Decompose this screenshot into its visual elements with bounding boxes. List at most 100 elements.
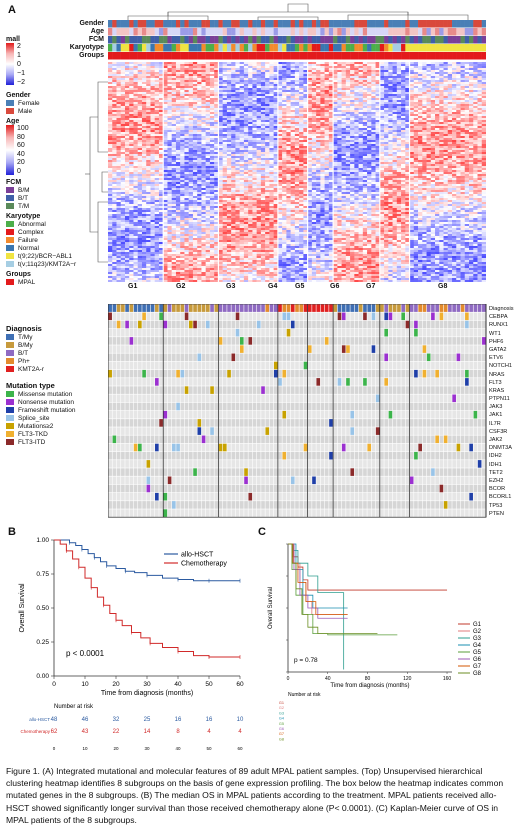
annotation-cell xyxy=(116,20,121,28)
heatmap-cell xyxy=(150,86,155,89)
heatmap-cell xyxy=(243,100,249,103)
heatmap-cell xyxy=(252,118,257,121)
heatmap-cell xyxy=(418,88,423,91)
heatmap-cell xyxy=(197,88,202,91)
heatmap-cell xyxy=(316,124,321,127)
heatmap-cell xyxy=(158,64,164,67)
heatmap-cell xyxy=(163,102,168,105)
heatmap-cell xyxy=(124,98,130,101)
annotation-cell xyxy=(282,52,287,60)
annotation-cell xyxy=(265,20,270,28)
heatmap-cell xyxy=(473,72,478,75)
heatmap-cell xyxy=(333,118,338,121)
annotation-cell xyxy=(133,20,138,28)
heatmap-cell xyxy=(418,158,423,161)
heatmap-cell xyxy=(239,156,245,159)
heatmap-cell xyxy=(375,84,381,87)
heatmap-cell xyxy=(362,88,368,91)
heatmap-cell xyxy=(316,78,321,81)
heatmap-cell xyxy=(226,114,232,117)
heatmap-cell xyxy=(375,76,381,79)
heatmap-cell xyxy=(422,80,427,83)
heatmap-cell xyxy=(316,104,321,107)
heatmap-cell xyxy=(137,82,143,85)
heatmap-cell xyxy=(154,156,160,159)
heatmap-cell xyxy=(171,72,177,75)
heatmap-cell xyxy=(188,132,194,135)
heatmap-cell xyxy=(175,82,181,85)
heatmap-cell xyxy=(324,160,330,163)
heatmap-cell xyxy=(375,112,381,115)
heatmap-cell xyxy=(452,132,457,135)
heatmap-cell xyxy=(401,94,406,97)
heatmap-cell xyxy=(286,130,291,133)
heatmap-cell xyxy=(316,64,321,67)
heatmap-cell xyxy=(146,124,151,127)
heatmap-cell xyxy=(316,118,321,121)
heatmap-cell xyxy=(337,140,342,143)
heatmap-cell xyxy=(311,126,317,129)
heatmap-cell xyxy=(354,130,359,133)
heatmap-cell xyxy=(235,84,240,87)
annotation-cell xyxy=(141,36,147,44)
heatmap-cell xyxy=(350,144,355,147)
heatmap-cell xyxy=(231,64,236,67)
heatmap-cell xyxy=(116,98,121,101)
heatmap-cell xyxy=(171,134,177,137)
heatmap-cell xyxy=(120,94,126,97)
heatmap-cell xyxy=(341,142,347,145)
annotation-cell xyxy=(222,28,228,36)
heatmap-cell xyxy=(248,78,253,81)
annotation-cell xyxy=(226,44,232,52)
heatmap-cell xyxy=(354,90,359,93)
heatmap-cell xyxy=(188,152,194,155)
heatmap-cell xyxy=(192,148,198,151)
heatmap-cell xyxy=(392,100,398,103)
heatmap-cell xyxy=(477,152,482,155)
heatmap-cell xyxy=(477,96,482,99)
heatmap-cell xyxy=(112,134,117,137)
heatmap-cell xyxy=(205,122,211,125)
heatmap-cell xyxy=(384,120,389,123)
heatmap-cell xyxy=(396,90,402,93)
heatmap-cell xyxy=(409,152,414,155)
heatmap-cell xyxy=(299,86,304,89)
heatmap-cell xyxy=(184,130,189,133)
heatmap-cell xyxy=(137,110,143,113)
heatmap-cell xyxy=(316,86,321,89)
heatmap-cell xyxy=(129,114,134,117)
heatmap-cell xyxy=(273,68,279,71)
heatmap-cell xyxy=(248,146,253,149)
heatmap-cell xyxy=(443,92,448,95)
heatmap-cell xyxy=(154,72,160,75)
heatmap-cell xyxy=(328,112,334,115)
heatmap-cell xyxy=(209,66,215,69)
heatmap-cell xyxy=(167,138,172,141)
heatmap-cell xyxy=(447,110,453,113)
heatmap-cell xyxy=(358,144,364,147)
heatmap-cell xyxy=(205,126,211,129)
heatmap-cell xyxy=(252,150,257,153)
heatmap-cell xyxy=(303,154,308,157)
heatmap-cell xyxy=(129,146,134,149)
heatmap-cell xyxy=(214,62,219,65)
heatmap-cell xyxy=(265,102,270,105)
heatmap-cell xyxy=(205,98,211,101)
heatmap-cell xyxy=(171,158,177,161)
heatmap-cell xyxy=(345,124,351,127)
heatmap-cell xyxy=(460,142,465,145)
heatmap-cell xyxy=(350,108,355,111)
heatmap-cell xyxy=(184,152,189,155)
heatmap-cell xyxy=(477,78,482,81)
annotation-cell xyxy=(171,28,177,36)
heatmap-cell xyxy=(337,76,342,79)
heatmap-cell xyxy=(197,64,202,67)
annotation-cell xyxy=(362,28,368,36)
heatmap-cell xyxy=(324,106,330,109)
heatmap-cell xyxy=(260,92,266,95)
heatmap-cell xyxy=(358,78,364,81)
annotation-cell xyxy=(443,44,448,52)
heatmap-cell xyxy=(163,124,168,127)
heatmap-cell xyxy=(324,126,330,129)
heatmap-cell xyxy=(154,70,160,73)
